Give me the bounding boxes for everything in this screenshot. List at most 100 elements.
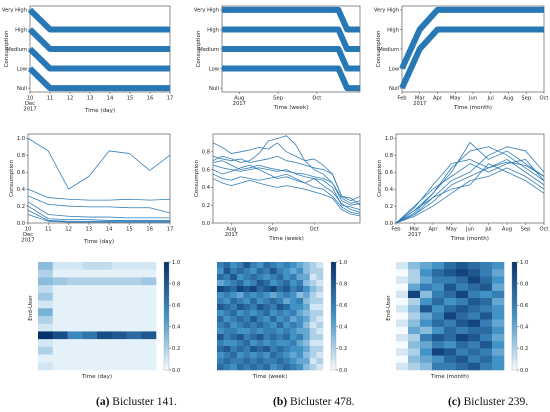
heatmap-cell	[126, 277, 142, 286]
x-tick-label: 13	[86, 227, 93, 233]
x-axis-label: Time (week)	[273, 105, 309, 111]
x-axis-label: Time (day)	[83, 239, 114, 245]
heatmap-cell	[432, 348, 445, 356]
heatmap-cell	[236, 274, 244, 281]
heatmap-cell	[492, 305, 505, 313]
heatmap-cell	[263, 286, 271, 293]
heatmap-cell	[250, 280, 258, 287]
heatmap-cell	[289, 274, 297, 281]
x-tick-label: 12	[67, 96, 74, 102]
heatmap-cell	[82, 262, 98, 271]
colorbar-tick-label: 0.6	[520, 303, 528, 309]
x-tick-label: May	[446, 227, 457, 233]
heatmap-cell	[52, 262, 68, 271]
x-tick-label: Sep	[521, 227, 531, 233]
series-line	[222, 46, 360, 72]
y-tick-label: Medium	[6, 47, 27, 53]
heatmap-cell	[468, 276, 481, 284]
heatmap-cell	[236, 280, 244, 287]
heatmap-cell	[283, 316, 291, 323]
heatmap-cell	[309, 316, 317, 323]
x-tick-label: May	[450, 96, 461, 102]
heatmap-cell	[408, 348, 421, 356]
series-line	[395, 167, 545, 224]
series-line	[27, 66, 170, 92]
heatmap-cell	[38, 323, 54, 332]
heatmap-cell	[111, 277, 127, 286]
heatmap-cell	[230, 262, 238, 269]
heatmap-cell	[296, 268, 304, 275]
heatmap-cell	[420, 334, 433, 342]
heatmap-cell	[456, 319, 469, 328]
y-tick-label: High	[207, 27, 219, 33]
series-line	[27, 46, 170, 72]
heatmap-cell	[283, 286, 291, 293]
heatmap-cell	[223, 364, 231, 371]
heatmap-cell	[303, 334, 311, 341]
heatmap-cell	[67, 262, 83, 271]
series-line	[395, 159, 545, 224]
heatmap-cell	[250, 316, 258, 323]
heatmap-cell	[480, 305, 493, 313]
heatmap-cell	[289, 328, 297, 335]
heatmap-cell	[296, 328, 304, 335]
heatmap-cell	[309, 310, 317, 317]
heatmap-cell	[243, 340, 251, 347]
colorbar-tick-label: 0.4	[520, 325, 529, 331]
heatmap-cell	[289, 268, 297, 275]
colorbar-tick-label: 0.2	[172, 346, 180, 352]
heatmap-cell	[296, 274, 304, 281]
heatmap-cell	[67, 316, 83, 325]
heatmap-cell	[309, 280, 317, 287]
heatmap-cell	[243, 328, 251, 335]
y-tick-label: Low	[17, 66, 28, 72]
heatmap-cell	[432, 312, 445, 320]
heatmap-cell	[316, 274, 324, 281]
heatmap-cell	[283, 274, 291, 281]
x-tick-label: 15	[127, 96, 134, 102]
heatmap-cell	[38, 362, 54, 371]
heatmap-cell	[52, 300, 68, 309]
heatmap-cell	[303, 262, 311, 269]
heatmap-cell	[289, 280, 297, 287]
heatmap-cell	[309, 268, 317, 275]
colorbar-tick-label: 0.0	[172, 368, 180, 374]
heatmap-cell	[289, 358, 297, 365]
heatmap-cell	[236, 286, 244, 293]
heatmap-cell	[230, 280, 238, 287]
heatmap-cell	[263, 292, 271, 299]
heatmap-cell	[141, 331, 157, 340]
heatmap-cell	[492, 355, 505, 364]
x-tick-label: Sep	[521, 96, 531, 102]
heatmap-cell	[456, 262, 469, 270]
y-tick-label: Null	[17, 86, 27, 92]
heatmap-cell	[82, 277, 98, 286]
heatmap-cell	[444, 298, 457, 306]
colorbar-tick-label: 0.8	[520, 281, 528, 287]
heatmap-cell	[38, 269, 54, 278]
x-tick-label: Jul	[487, 96, 494, 102]
heatmap-cell	[67, 285, 83, 294]
heatmap-cell	[289, 334, 297, 341]
heatmap-cell	[316, 364, 324, 371]
series-line	[222, 65, 360, 92]
heatmap-cell	[276, 334, 284, 341]
heatmap-cell	[396, 269, 409, 277]
heatmap-cell	[236, 304, 244, 311]
x-tick-label: Feb	[391, 227, 401, 233]
heatmap-cell	[256, 340, 264, 347]
heatmap-cell	[141, 277, 157, 286]
heatmap-cell	[456, 290, 469, 299]
heatmap-cell	[236, 322, 244, 329]
y-tick-label: 0.8	[202, 150, 210, 156]
heatmap-cell	[420, 283, 433, 292]
y-axis-label: Consumption	[4, 30, 10, 68]
x-axis-label: Time (day)	[84, 108, 115, 114]
heatmap-cell	[263, 322, 271, 329]
heatmap-cell	[217, 262, 224, 269]
heatmap-cell	[408, 326, 421, 335]
heatmap-cell	[270, 334, 277, 341]
heatmap-cell	[396, 341, 409, 349]
heatmap-cell	[303, 316, 311, 323]
heatmap-cell	[444, 305, 457, 313]
